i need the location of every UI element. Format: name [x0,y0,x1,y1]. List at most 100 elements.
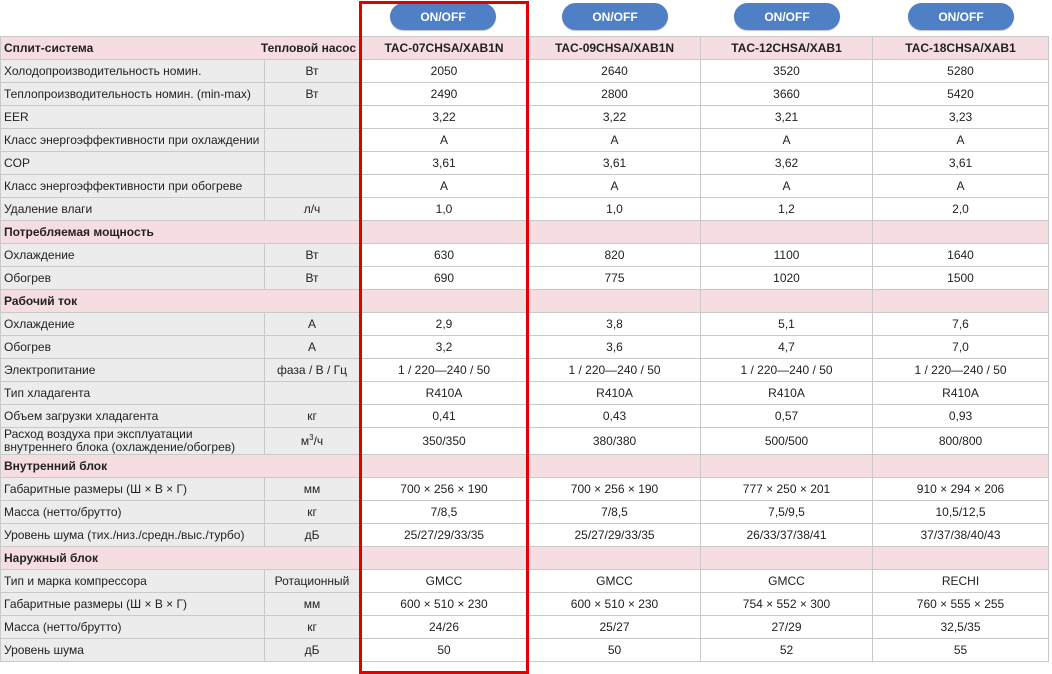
section-empty-cell [359,289,530,313]
value-cell: 25/27/29/33/35 [528,523,702,547]
value-cell: RECHI [872,569,1050,593]
param-label: COP [0,151,265,175]
onoff-button-model-3[interactable]: ON/OFF [734,3,840,30]
section-row: Потребляемая мощность [0,220,1050,244]
table-row: Уровень шума дБ 50 50 52 55 [0,638,1050,662]
table-row: Габаритные размеры (Ш × В × Г) мм 700 × 25… [0,477,1050,501]
section-label: Наружный блок [0,546,361,570]
value-cell: 2,9 [359,312,530,336]
value-cell: GMCC [700,569,874,593]
param-label-line: внутреннего блока (охлаждение/обогрев) [4,440,236,454]
value-cell: 3,8 [528,312,702,336]
param-label: Удаление влаги [0,197,265,221]
value-cell: 3,22 [359,105,530,129]
unit-cell: мм [263,592,361,616]
param-label-line: Расход воздуха при эксплуатации [4,427,193,441]
value-cell: 7,0 [872,335,1050,359]
param-label: Объем загрузки хладагента [0,404,265,428]
value-cell: 0,43 [528,404,702,428]
value-cell: 0,93 [872,404,1050,428]
unit-cell: л/ч [263,197,361,221]
unit-superscript: 3 [309,432,314,442]
value-cell: 1,0 [359,197,530,221]
param-label: Уровень шума (тих./низ./средн./выс./турб… [0,523,265,547]
table-row: Обогрев A 3,2 3,6 4,7 7,0 [0,335,1050,359]
value-cell: A [700,128,874,152]
param-label: Класс энергоэффективности при охлаждении [0,128,265,152]
value-cell: 3520 [700,59,874,83]
value-cell: 10,5/12,5 [872,500,1050,524]
unit-cell: кг [263,404,361,428]
value-cell: 1020 [700,266,874,290]
value-cell: 760 × 555 × 255 [872,592,1050,616]
table-row: Класс энергоэффективности при обогреве A A… [0,174,1050,198]
header-title-cell: Сплит-система Тепловой насос [0,36,361,60]
value-cell: 3,6 [528,335,702,359]
table-row: Уровень шума (тих./низ./средн./выс./турб… [0,523,1050,547]
value-cell: 700 × 256 × 190 [528,477,702,501]
param-label: Класс энергоэффективности при обогреве [0,174,265,198]
value-cell: 800/800 [872,427,1050,455]
table-row: Удаление влаги л/ч 1,0 1,0 1,2 2,0 [0,197,1050,221]
value-cell: 777 × 250 × 201 [700,477,874,501]
table-row: COP 3,61 3,61 3,62 3,61 [0,151,1050,175]
section-row: Рабочий ток [0,289,1050,313]
model-header: TAC-07CHSA/XAB1N [359,36,530,60]
value-cell: 0,57 [700,404,874,428]
value-cell: 7/8,5 [359,500,530,524]
value-cell: 754 × 552 × 300 [700,592,874,616]
value-cell: 500/500 [700,427,874,455]
section-label: Рабочий ток [0,289,361,313]
param-label: Тип хладагента [0,381,265,405]
value-cell: 26/33/37/38/41 [700,523,874,547]
unit-cell: Ротационный [263,569,361,593]
value-cell: 1100 [700,243,874,267]
unit-cell [263,381,361,405]
section-empty-cell [872,289,1050,313]
table-row: Теплопроизводительность номин. (min-max)… [0,82,1050,106]
unit-cell: кг [263,500,361,524]
value-cell: A [359,174,530,198]
value-cell: 1 / 220—240 / 50 [700,358,874,382]
value-cell: 2490 [359,82,530,106]
onoff-button-model-1[interactable]: ON/OFF [390,3,496,30]
value-cell: 910 × 294 × 206 [872,477,1050,501]
value-cell: 3,61 [872,151,1050,175]
value-cell: 7/8,5 [528,500,702,524]
param-label: Охлаждение [0,243,265,267]
value-cell: 3,61 [528,151,702,175]
table-row: Охлаждение Вт 630 820 1100 1640 [0,243,1050,267]
value-cell: 5,1 [700,312,874,336]
value-cell: 32,5/35 [872,615,1050,639]
onoff-button-model-4[interactable]: ON/OFF [908,3,1014,30]
value-cell: A [528,174,702,198]
unit-cell: Вт [263,243,361,267]
table-row: Расход воздуха при эксплуатации внутренне… [0,427,1050,455]
unit-cell: Вт [263,59,361,83]
value-cell: 2,0 [872,197,1050,221]
unit-cell [263,151,361,175]
value-cell: 820 [528,243,702,267]
spec-table-body: Холодопроизводительность номин. Вт 2050 264… [0,59,1050,662]
value-cell: 600 × 510 × 230 [359,592,530,616]
value-cell: 50 [528,638,702,662]
value-cell: 50 [359,638,530,662]
param-label: Габаритные размеры (Ш × В × Г) [0,477,265,501]
value-cell: 380/380 [528,427,702,455]
onoff-button-model-2[interactable]: ON/OFF [562,3,668,30]
unit-cell [263,174,361,198]
table-row: Тип и марка компрессора Ротационный GMCC GM… [0,569,1050,593]
section-empty-cell [700,546,874,570]
unit-cell: Вт [263,82,361,106]
section-empty-cell [359,546,530,570]
value-cell: R410A [872,381,1050,405]
value-cell: 3,62 [700,151,874,175]
value-cell: 3,23 [872,105,1050,129]
value-cell: 5420 [872,82,1050,106]
unit-cell: дБ [263,523,361,547]
unit-base: м [300,433,310,448]
value-cell: A [528,128,702,152]
section-label: Потребляемая мощность [0,220,361,244]
section-empty-cell [528,289,702,313]
section-empty-cell [528,454,702,478]
